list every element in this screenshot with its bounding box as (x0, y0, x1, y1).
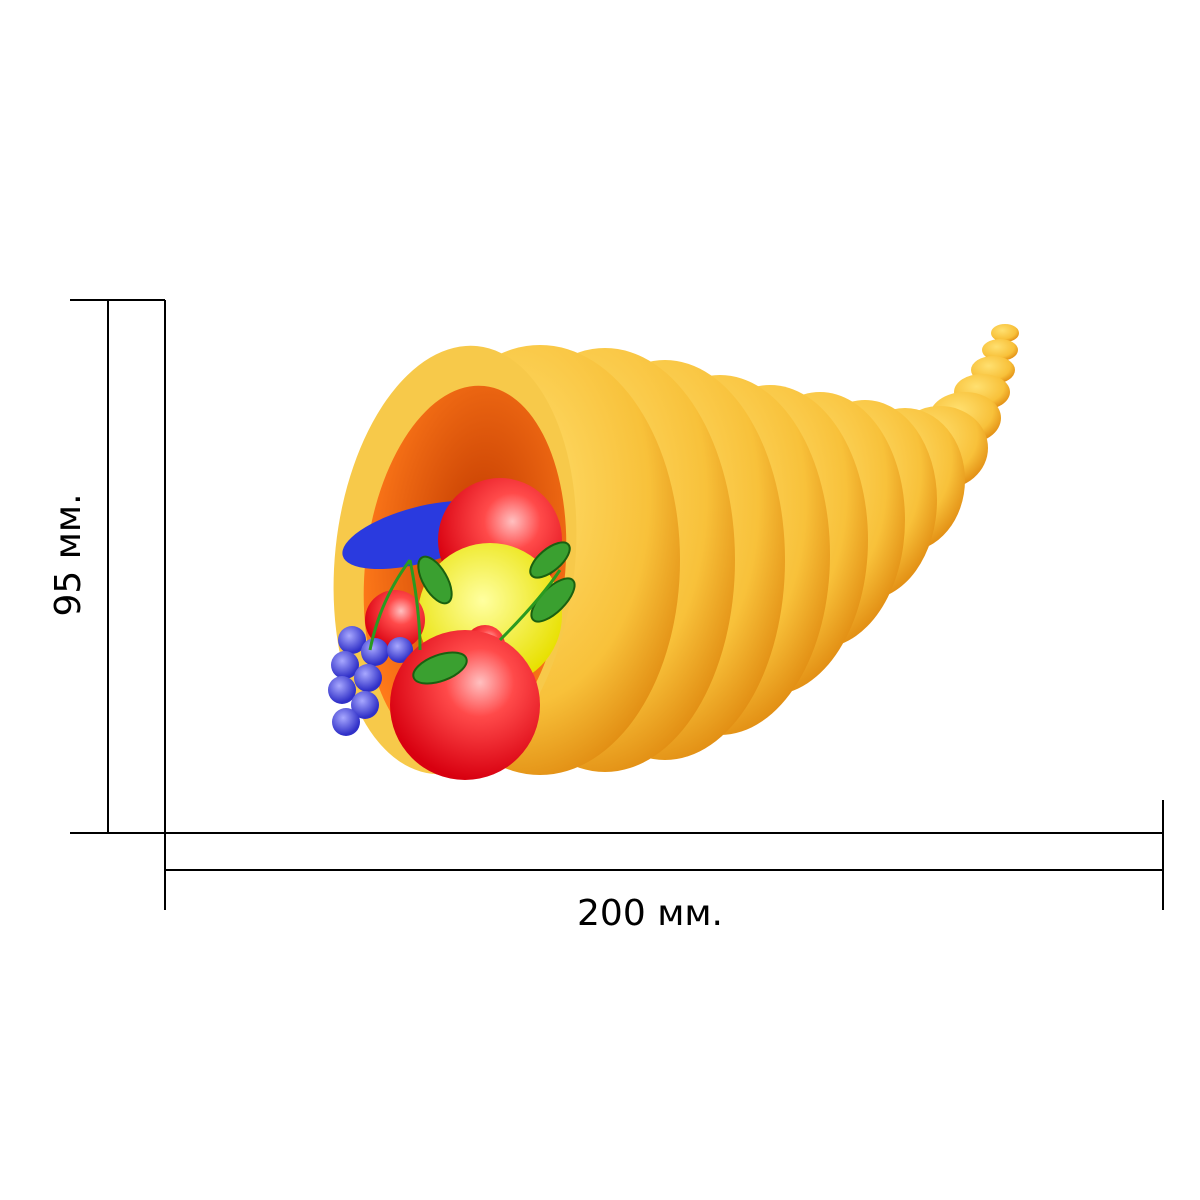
width-label: 200 мм. (577, 893, 723, 934)
dimension-lines (70, 299, 1164, 910)
fruits (328, 478, 576, 780)
height-label: 95 мм. (48, 493, 89, 616)
